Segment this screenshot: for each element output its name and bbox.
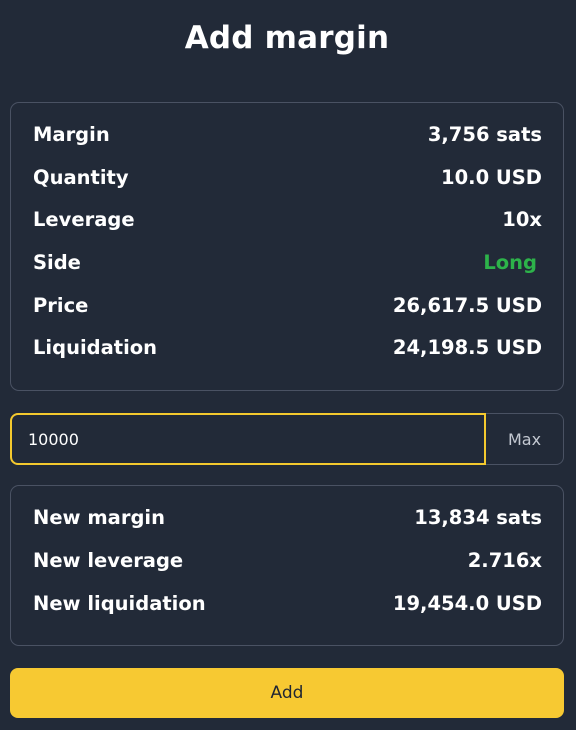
row-new-liquidation: New liquidation 19,454.0 USD — [33, 582, 542, 625]
new-margin-value: 13,834 sats — [414, 506, 542, 529]
new-position-summary: New margin 13,834 sats New leverage 2.71… — [10, 485, 564, 646]
margin-value: 3,756 sats — [427, 122, 542, 146]
quantity-value: 10.0 USD — [441, 165, 542, 189]
max-button[interactable]: Max — [486, 413, 564, 465]
new-liquidation-label: New liquidation — [33, 592, 206, 615]
row-new-margin: New margin 13,834 sats — [33, 496, 542, 539]
position-summary: Margin 3,756 sats Quantity 10.0 USD Leve… — [10, 102, 564, 391]
new-leverage-label: New leverage — [33, 549, 184, 572]
row-new-leverage: New leverage 2.716x — [33, 539, 542, 582]
side-value: Long — [483, 250, 537, 274]
margin-label: Margin — [33, 122, 110, 146]
price-label: Price — [33, 293, 89, 317]
amount-input[interactable] — [10, 413, 486, 465]
row-leverage: Leverage 10x — [33, 198, 542, 241]
quantity-label: Quantity — [33, 165, 129, 189]
row-side: Side Long — [33, 241, 542, 284]
row-quantity: Quantity 10.0 USD — [33, 156, 542, 199]
row-liquidation: Liquidation 24,198.5 USD — [33, 326, 542, 369]
new-margin-label: New margin — [33, 506, 165, 529]
page-title: Add margin — [184, 20, 390, 56]
row-price: Price 26,617.5 USD — [33, 284, 542, 327]
new-liquidation-value: 19,454.0 USD — [392, 592, 542, 615]
amount-input-group: Max — [10, 413, 564, 465]
add-button[interactable]: Add — [10, 668, 564, 718]
new-leverage-value: 2.716x — [467, 549, 542, 572]
leverage-value: 10x — [502, 208, 542, 232]
liquidation-label: Liquidation — [33, 336, 158, 360]
side-label: Side — [33, 250, 81, 274]
liquidation-value: 24,198.5 USD — [392, 336, 542, 360]
price-value: 26,617.5 USD — [392, 293, 542, 317]
leverage-label: Leverage — [33, 208, 135, 232]
row-margin: Margin 3,756 sats — [33, 113, 542, 156]
